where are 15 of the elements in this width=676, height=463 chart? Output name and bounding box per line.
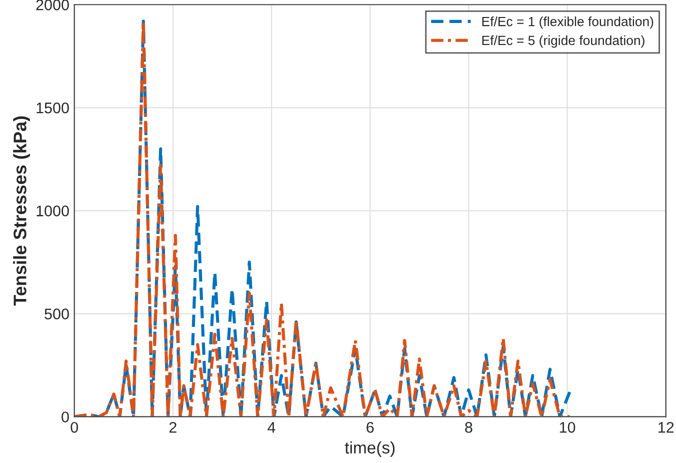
- x-axis-title: time(s): [344, 441, 395, 457]
- legend-label: Ef/Ec = 1 (flexible foundation): [482, 16, 654, 29]
- x-tick-label: 2: [169, 422, 176, 433]
- y-tick-label: 0: [62, 412, 69, 422]
- x-tick-label: 6: [366, 422, 374, 433]
- legend-label: Ef/Ec = 5 (rigide foundation): [482, 35, 644, 48]
- x-tick-label: 10: [560, 422, 576, 433]
- x-tick-label: 12: [658, 422, 674, 433]
- y-tick-label: 1500: [36, 102, 69, 114]
- x-tick-label: 8: [465, 422, 472, 433]
- x-tick-label: 0: [70, 422, 78, 433]
- y-tick-label: 1000: [36, 206, 69, 216]
- x-tick-label: 4: [268, 422, 276, 433]
- y-tick-label: 500: [44, 308, 69, 320]
- y-axis-title: Tensile Stresses (kPa): [13, 116, 30, 306]
